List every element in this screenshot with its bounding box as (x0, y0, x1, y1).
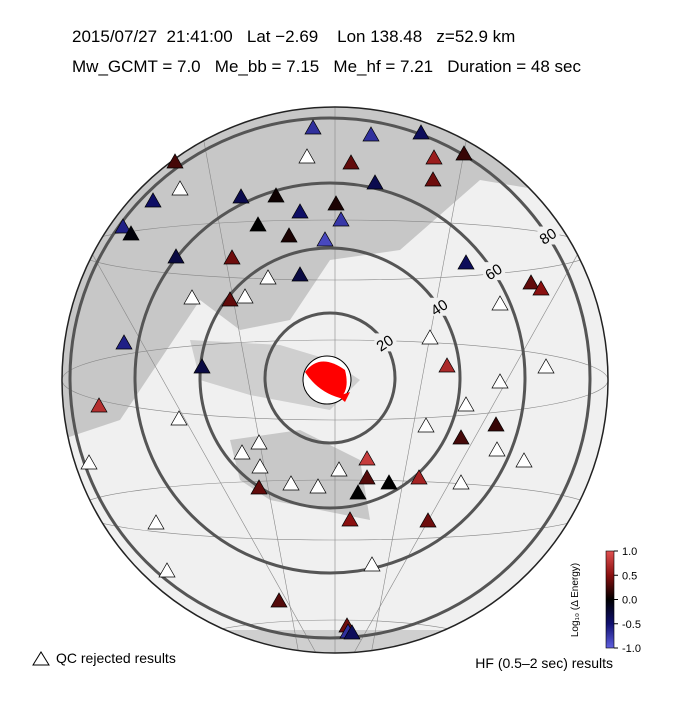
station (250, 479, 268, 495)
rejected-station (170, 410, 188, 426)
rejected-station (309, 478, 327, 494)
station (114, 218, 132, 234)
station (167, 248, 185, 264)
rejected-station (457, 396, 475, 412)
station (166, 153, 184, 169)
rejected-station (183, 289, 201, 305)
station (291, 266, 309, 282)
colorbar-tick-label: 1.0 (622, 546, 637, 558)
station (438, 357, 456, 373)
rejected-station (363, 556, 381, 572)
station (304, 119, 322, 135)
rejected-station (537, 358, 555, 374)
land (62, 107, 608, 440)
station (457, 254, 475, 270)
colorbar-tick-label: 0.0 (622, 595, 637, 607)
rejected-station (515, 452, 533, 468)
rejected-station (452, 474, 470, 490)
rejected-station (250, 434, 268, 450)
rejected-station (158, 562, 176, 578)
station (412, 124, 430, 140)
station (522, 274, 540, 290)
ring-label: 40 (428, 296, 451, 319)
station (221, 291, 239, 307)
legend-hf: HF (0.5–2 sec) results (475, 655, 613, 671)
station (424, 171, 442, 187)
rejected-station (491, 373, 509, 389)
station (270, 592, 288, 608)
station (249, 216, 267, 232)
focal-mechanism (302, 355, 352, 405)
station (90, 397, 108, 413)
station (341, 511, 359, 527)
rejected-station (298, 148, 316, 164)
station (193, 358, 211, 374)
station (358, 450, 376, 466)
colorbar-tick-label: -1.0 (622, 643, 641, 655)
rejected-station (488, 441, 506, 457)
header-line-1: 2015/07/27 21:41:00 Lat −2.69 Lon 138.48… (72, 27, 515, 46)
rejected-station (251, 458, 269, 474)
rejected-station (171, 180, 189, 196)
station (419, 512, 437, 528)
station (280, 227, 298, 243)
station (316, 231, 334, 247)
station (122, 225, 140, 241)
station (232, 188, 250, 204)
station (291, 203, 309, 219)
station (358, 469, 376, 485)
ring-label: 60 (482, 261, 505, 284)
legend-rejected: QC rejected results (56, 650, 176, 666)
station (487, 416, 505, 432)
station (343, 624, 361, 640)
rejected-station (259, 269, 277, 285)
rejected-station (80, 454, 98, 470)
station (425, 149, 443, 165)
distance-ring (68, 116, 592, 640)
colorbar-tick-label: -0.5 (622, 619, 641, 631)
ring-label: 80 (537, 225, 560, 248)
ring-label: 20 (374, 332, 397, 355)
rejected-station (282, 475, 300, 491)
station (380, 474, 398, 490)
station (327, 195, 345, 211)
station (455, 145, 473, 161)
distance-ring (198, 246, 462, 510)
station (144, 192, 162, 208)
distance-ring (133, 181, 527, 575)
station (332, 211, 350, 227)
ring-label-bg (537, 226, 560, 245)
rejected-station (236, 288, 254, 304)
station (366, 174, 384, 190)
legend-symbol (32, 651, 50, 666)
rejected-station (233, 444, 251, 460)
station (115, 334, 133, 350)
colorbar-label: Log₁₀ (Δ Energy) (570, 563, 581, 637)
rejected-station (421, 329, 439, 345)
station (267, 187, 285, 203)
station (342, 154, 360, 170)
station (452, 429, 470, 445)
rejected-station (147, 514, 165, 530)
globe-outline (61, 106, 609, 654)
ring-label-bg (428, 297, 451, 316)
ring-label-bg (374, 333, 397, 352)
station (362, 126, 380, 142)
station (410, 469, 428, 485)
ring-label-bg (483, 262, 506, 281)
station (349, 484, 367, 500)
rejected-station (417, 417, 435, 433)
land (180, 630, 480, 653)
rejected-station (330, 461, 348, 477)
rejected-station (491, 295, 509, 311)
distance-ring (263, 311, 397, 445)
station (532, 280, 550, 296)
colorbar (605, 550, 615, 649)
header-line-2: Mw_GCMT = 7.0 Me_bb = 7.15 Me_hf = 7.21 … (72, 57, 582, 76)
station (223, 249, 241, 265)
colorbar-tick-label: 0.5 (622, 570, 637, 582)
globe (62, 107, 608, 653)
